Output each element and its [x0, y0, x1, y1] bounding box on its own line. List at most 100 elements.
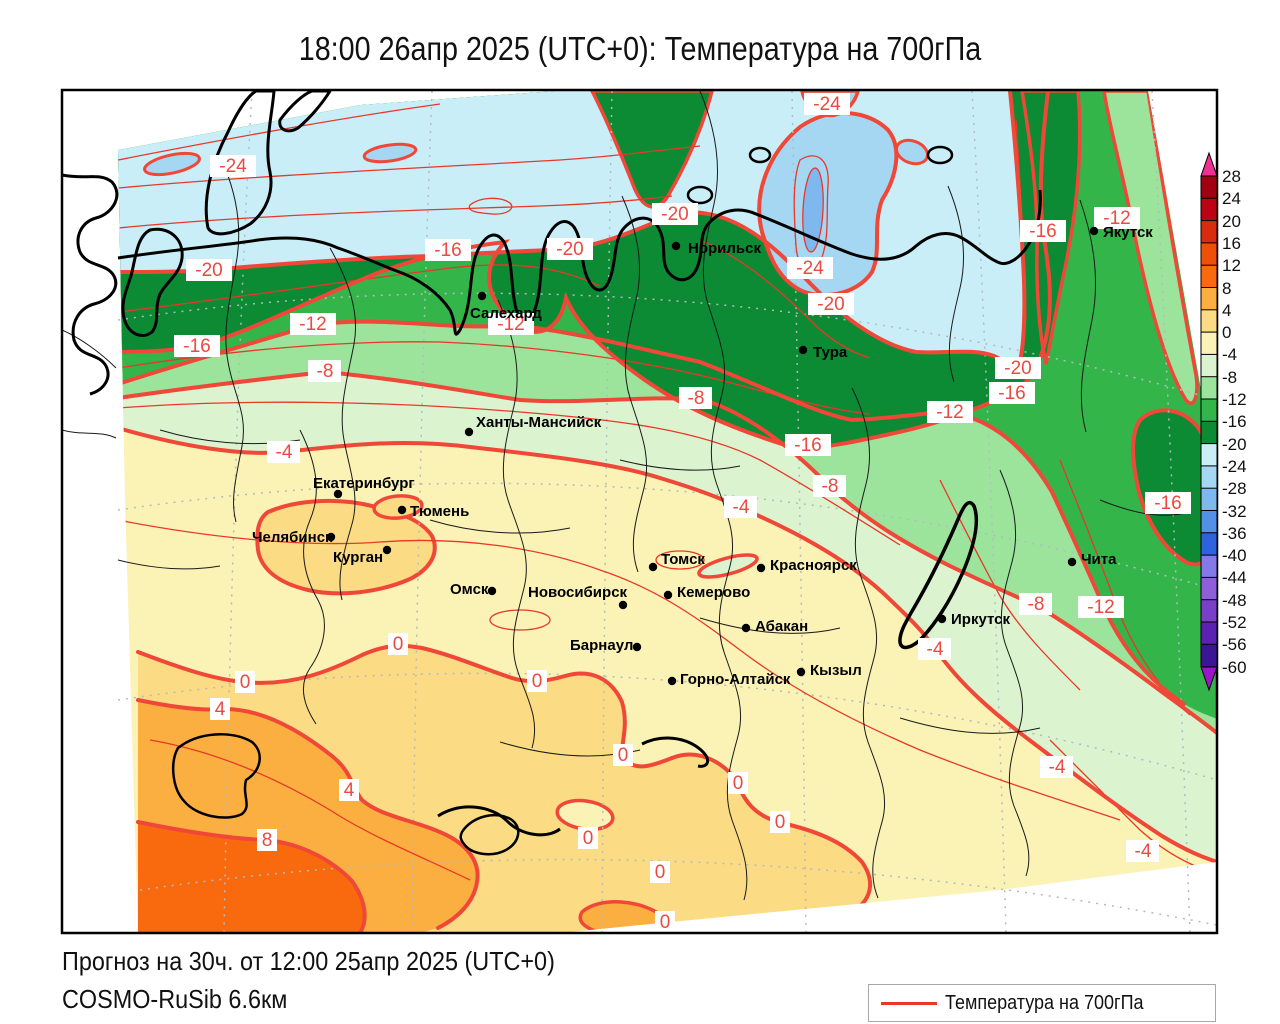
colorbar-segment: [1200, 576, 1218, 601]
contour-label: 0: [613, 744, 633, 766]
contour-label-text: -24: [796, 258, 824, 279]
contour-label-text: 0: [240, 672, 251, 693]
colorbar-tick-label: -20: [1222, 435, 1247, 454]
contour-label: 0: [655, 911, 675, 933]
contour-label-box: [339, 779, 359, 801]
contour-label-box: [813, 475, 846, 497]
colorbar-segment-box: [1200, 197, 1218, 222]
contour-label-box: [425, 239, 471, 261]
contour-label-box: [679, 387, 712, 409]
border-altai: [641, 736, 710, 768]
city: Томск: [648, 551, 705, 572]
contour-label-box: [257, 829, 277, 851]
colorbar-segment-box: [1200, 309, 1218, 333]
colorbar-segment-box: [1200, 353, 1218, 378]
contour-label: 0: [388, 633, 408, 655]
colorbar-segment: [1200, 643, 1218, 668]
coast-novaya-zemlya-north: [278, 90, 332, 133]
city: Кызыл: [796, 662, 862, 679]
contour-label: -16: [1020, 220, 1066, 242]
lake-baikal: [898, 500, 979, 650]
contour-label-box: [290, 313, 336, 335]
contour-label: -12: [1094, 207, 1140, 229]
colorbar-tick: -28: [1222, 479, 1247, 498]
city: Иркутск: [937, 611, 1010, 628]
contour-label-box: [1078, 596, 1124, 618]
coastlines: [62, 90, 1042, 856]
contour-label-box: [186, 259, 232, 281]
colorbar-tick-label: -36: [1222, 524, 1247, 543]
colorbar-bottom-triangle: [1200, 666, 1218, 692]
colorbar-segment: [1200, 443, 1218, 467]
contour-label-text: 0: [583, 828, 594, 849]
colorbar-tick-label: 24: [1222, 189, 1241, 208]
city-label: Абакан: [755, 618, 808, 635]
city-label: Томск: [661, 551, 705, 568]
colorbar-segment-box: [1200, 554, 1218, 579]
colorbar-tick: -4: [1222, 345, 1237, 364]
contour-label: -8: [813, 475, 846, 497]
page-title: 18:00 26апр 2025 (UTC+0): Температура на…: [298, 30, 982, 67]
contour-label-box: [488, 313, 534, 335]
contour-label-box: [785, 434, 831, 456]
contour-label-text: -20: [661, 204, 688, 225]
colorbar-tick-label: 20: [1222, 212, 1241, 231]
border-kazakhstan: [437, 805, 561, 837]
contour-label-text: -20: [195, 260, 222, 281]
colorbar-segment: [1200, 353, 1218, 378]
contour-label-box: [174, 335, 220, 357]
contour-label-box: [655, 911, 675, 933]
city-marker: [667, 676, 677, 686]
city: Барнаул: [570, 637, 642, 654]
colorbar-tick-label: -12: [1222, 390, 1247, 409]
contour-minus12: [118, 319, 1186, 706]
contour-label-box: [210, 155, 256, 177]
city-label: Кемерово: [677, 584, 750, 601]
contour-label: -16: [989, 382, 1035, 404]
colorbar-segment-box: [1200, 643, 1218, 668]
colorbar-segment: [1200, 242, 1218, 266]
city-label: Челябинск: [252, 529, 333, 546]
coast-island-3: [926, 145, 954, 165]
colorbar-segment: [1200, 621, 1218, 646]
colorbar-tick: -36: [1222, 524, 1247, 543]
city: Якутск: [1089, 224, 1153, 241]
contour-label-box: [650, 861, 670, 883]
colorbar-segment-box: [1200, 220, 1218, 244]
colorbar-segment: [1200, 398, 1218, 423]
city: Екатеринбург: [313, 475, 415, 499]
colorbar-segment: [1200, 420, 1218, 445]
forecast-info: Прогноз на 30ч. от 12:00 25апр 2025 (UTC…: [62, 946, 555, 976]
contour-label: -20: [995, 357, 1041, 379]
contour-label-box: [308, 360, 341, 382]
colorbar-segment: [1200, 599, 1218, 623]
contour-8: [136, 820, 367, 933]
colorbar-tick: 12: [1222, 256, 1241, 275]
colorbar-tick: 24: [1222, 189, 1241, 208]
coast-island-2: [748, 146, 772, 164]
contour-label: -12: [488, 313, 534, 335]
colorbar-tick: -32: [1222, 502, 1247, 521]
city: Горно-Алтайск: [667, 671, 791, 688]
contour-label: 0: [770, 811, 790, 833]
colorbar-tick: -60: [1222, 658, 1247, 677]
colorbar-segment: [1200, 376, 1218, 400]
contour-label-box: [388, 633, 408, 655]
colorbar-tick-label: -4: [1222, 345, 1237, 364]
colorbar-tick: 0: [1222, 323, 1231, 342]
contour-label-box: [1020, 220, 1066, 242]
city: Салехард: [470, 291, 542, 322]
colorbar-tick-label: 12: [1222, 256, 1241, 275]
city-label: Горно-Алтайск: [680, 671, 791, 688]
city: Новосибирск: [528, 584, 628, 610]
city-label: Салехард: [470, 305, 542, 322]
city-marker: [798, 345, 808, 355]
contour-label-text: 0: [660, 912, 671, 933]
city: Челябинск: [252, 529, 336, 546]
colorbar-segment-box: [1200, 175, 1218, 200]
contour-label-text: 8: [262, 830, 273, 851]
colorbar-segment-box: [1200, 264, 1218, 289]
colorbar-tick-label: 8: [1222, 279, 1231, 298]
contour-label: 0: [235, 671, 255, 693]
contour-label-box: [1019, 593, 1052, 615]
